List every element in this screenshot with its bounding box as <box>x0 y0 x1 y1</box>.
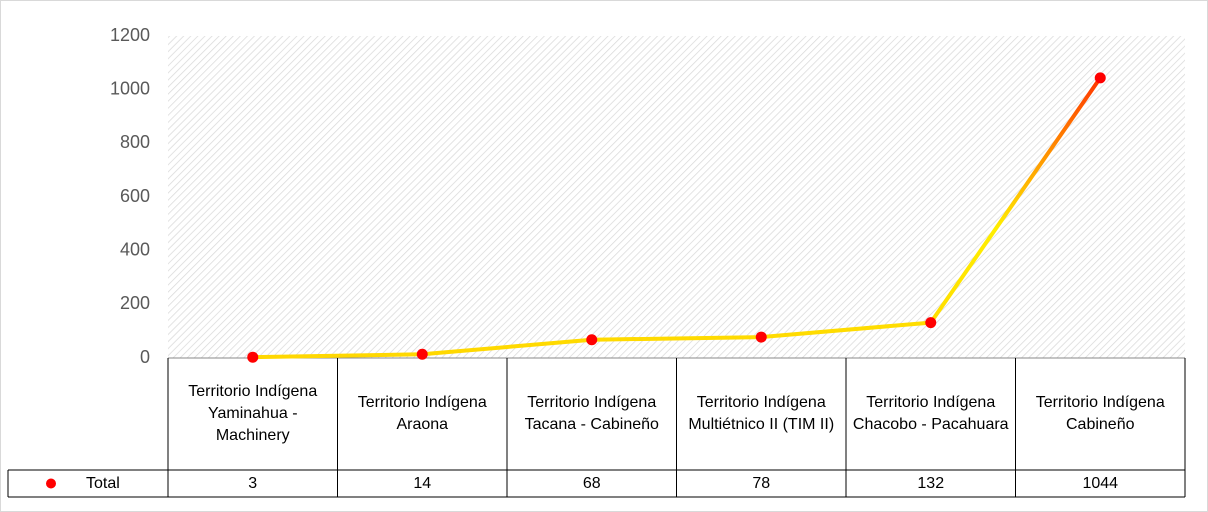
y-tick-label: 1200 <box>110 25 150 45</box>
y-tick-label: 200 <box>120 293 150 313</box>
marker <box>925 317 937 329</box>
y-tick-label: 1000 <box>110 78 150 98</box>
table-value: 1044 <box>1082 474 1119 492</box>
table-value: 78 <box>752 474 771 492</box>
x-tick-label: Territorio Indígena Chacobo - Pacahuara <box>852 394 1009 433</box>
legend-marker <box>46 478 56 489</box>
x-tick-label: Territorio Indígena Cabineño <box>1035 394 1165 433</box>
x-tick-label: Territorio Indígena Multiétnico II (TIM … <box>688 394 835 433</box>
marker <box>416 348 428 360</box>
table-value: 3 <box>248 474 258 492</box>
y-tick-label: 800 <box>120 132 150 152</box>
y-tick-label: 0 <box>140 347 150 367</box>
marker <box>1094 72 1106 84</box>
x-tick-label: Territorio Indígena Araona <box>357 394 487 433</box>
table-value: 68 <box>582 474 601 492</box>
marker <box>247 351 259 363</box>
x-tick-label: Territorio Indígena Tacana - Cabineño <box>524 394 659 433</box>
y-tick-label: 400 <box>120 239 150 259</box>
plot-area <box>168 36 1185 358</box>
legend-label: Total <box>86 474 120 492</box>
y-tick-label: 600 <box>120 186 150 206</box>
table-value: 14 <box>413 474 432 492</box>
marker <box>755 331 767 343</box>
series-line <box>252 76 1102 360</box>
marker <box>586 334 598 346</box>
table-value: 132 <box>917 474 945 492</box>
x-tick-label: Territorio Indígena Yaminahua - Machiner… <box>188 383 318 444</box>
